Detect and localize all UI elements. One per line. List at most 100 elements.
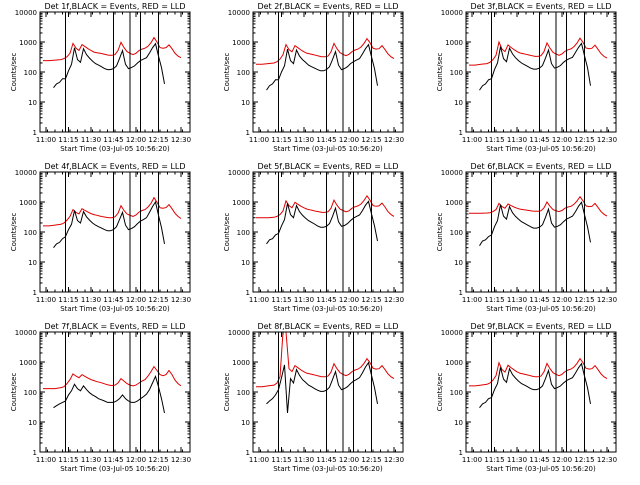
y-tick-label: 100 (24, 389, 37, 397)
x-tick-label: 12:30 (384, 456, 404, 464)
chart-panel-4: 1 10 100 1000 10000 11:00 11:15 11:30 11:45 12:00… (10, 162, 191, 313)
y-tick-label: 1 (459, 449, 463, 457)
y-axis-label: Counts/sec (436, 373, 444, 412)
x-tick-label: 12:30 (597, 296, 617, 304)
plot-frame (252, 11, 404, 133)
x-tick-label: 12:00 (339, 296, 359, 304)
x-tick-label: 12:15 (574, 136, 594, 144)
x-tick-label: 12:30 (384, 296, 404, 304)
chart-panel-8: 1 10 100 1000 10000 11:00 11:15 11:30 11:45 12:00… (223, 322, 404, 473)
x-tick-label: 12:30 (384, 136, 404, 144)
x-axis-label: Start Time (03-Jul-05 10:56:20) (273, 465, 383, 473)
y-axis-label: Counts/sec (223, 213, 231, 252)
y-tick-label: 1 (246, 449, 250, 457)
x-tick-label: 12:00 (126, 456, 146, 464)
x-tick-label: 11:45 (103, 296, 123, 304)
x-tick-label: 11:30 (81, 296, 101, 304)
x-axis-label: Start Time (03-Jul-05 10:56:20) (60, 305, 170, 313)
plot-frame (465, 331, 617, 453)
y-tick-label: 100 (237, 389, 250, 397)
series-line-lld (43, 196, 182, 227)
series-line-events (479, 362, 591, 409)
y-tick-label: 100 (450, 69, 463, 77)
y-tick-label: 1 (246, 129, 250, 137)
y-tick-label: 1 (246, 289, 250, 297)
x-tick-label: 11:00 (249, 456, 269, 464)
x-tick-label: 11:30 (81, 456, 101, 464)
x-tick-label: 11:00 (249, 136, 269, 144)
x-tick-label: 11:15 (58, 136, 78, 144)
x-tick-label: 12:30 (171, 296, 191, 304)
x-tick-label: 11:45 (103, 136, 123, 144)
y-tick-label: 1000 (232, 359, 250, 367)
x-tick-label: 12:00 (552, 456, 572, 464)
x-tick-label: 11:45 (316, 456, 336, 464)
chart-panel-3: 1 10 100 1000 10000 11:00 11:15 11:30 11:45 12:00… (436, 2, 617, 153)
x-tick-label: 11:45 (529, 136, 549, 144)
y-tick-label: 1 (459, 129, 463, 137)
x-tick-label: 11:45 (316, 296, 336, 304)
y-tick-label: 1000 (232, 199, 250, 207)
chart-title: Det 5f,BLACK = Events, RED = LLD (257, 162, 398, 171)
x-tick-label: 12:00 (339, 136, 359, 144)
plot-frame (465, 11, 617, 133)
chart-title: Det 3f,BLACK = Events, RED = LLD (470, 2, 611, 11)
chart-title: Det 4f,BLACK = Events, RED = LLD (44, 162, 185, 171)
chart-panel-7: 1 10 100 1000 10000 11:00 11:15 11:30 11:45 12:00… (10, 322, 191, 473)
x-tick-label: 11:00 (462, 136, 482, 144)
x-tick-label: 12:30 (171, 136, 191, 144)
y-tick-label: 10000 (441, 9, 463, 17)
x-tick-label: 12:15 (148, 136, 168, 144)
y-axis-label: Counts/sec (10, 213, 18, 252)
plot-frame (39, 11, 191, 133)
chart-panel-6: 1 10 100 1000 10000 11:00 11:15 11:30 11:45 12:00… (436, 162, 617, 313)
chart-title: Det 2f,BLACK = Events, RED = LLD (257, 2, 398, 11)
x-tick-label: 12:30 (171, 456, 191, 464)
x-tick-label: 12:15 (148, 456, 168, 464)
y-tick-label: 10000 (15, 329, 37, 337)
y-tick-label: 1000 (19, 199, 37, 207)
y-tick-label: 1 (33, 129, 37, 137)
y-tick-label: 1000 (445, 39, 463, 47)
x-tick-label: 11:15 (271, 136, 291, 144)
x-tick-label: 12:15 (574, 296, 594, 304)
y-tick-label: 10 (454, 99, 463, 107)
y-tick-label: 10 (241, 419, 250, 427)
y-axis-label: Counts/sec (436, 213, 444, 252)
y-tick-label: 10 (28, 419, 37, 427)
x-tick-label: 11:45 (529, 296, 549, 304)
series-line-lld (256, 195, 395, 219)
y-tick-label: 1 (33, 289, 37, 297)
y-tick-label: 100 (450, 389, 463, 397)
y-tick-label: 1 (33, 449, 37, 457)
x-tick-label: 12:30 (597, 456, 617, 464)
x-tick-label: 12:15 (361, 136, 381, 144)
y-tick-label: 10000 (228, 9, 250, 17)
series-line-events (479, 201, 591, 246)
chart-panel-9: 1 10 100 1000 10000 11:00 11:15 11:30 11:45 12:00… (436, 322, 617, 473)
x-axis-label: Start Time (03-Jul-05 10:56:20) (486, 145, 596, 153)
x-tick-label: 12:00 (126, 296, 146, 304)
y-tick-label: 10 (454, 419, 463, 427)
x-tick-label: 12:15 (148, 296, 168, 304)
x-tick-label: 11:15 (484, 136, 504, 144)
y-tick-label: 10000 (15, 169, 37, 177)
x-tick-label: 12:00 (552, 136, 572, 144)
y-tick-label: 10000 (441, 169, 463, 177)
plot-frame (252, 331, 404, 453)
x-tick-label: 11:15 (271, 456, 291, 464)
x-tick-label: 11:30 (507, 136, 527, 144)
x-tick-label: 11:15 (271, 296, 291, 304)
y-axis-label: Counts/sec (10, 373, 18, 412)
y-axis-label: Counts/sec (223, 373, 231, 412)
x-tick-label: 11:00 (36, 136, 56, 144)
y-axis-label: Counts/sec (436, 53, 444, 92)
x-tick-label: 11:30 (507, 456, 527, 464)
x-axis-label: Start Time (03-Jul-05 10:56:20) (60, 145, 170, 153)
y-tick-label: 10000 (441, 329, 463, 337)
x-tick-label: 11:00 (462, 296, 482, 304)
series-line-lld (256, 332, 395, 388)
y-tick-label: 10000 (228, 169, 250, 177)
plot-frame (39, 171, 191, 293)
